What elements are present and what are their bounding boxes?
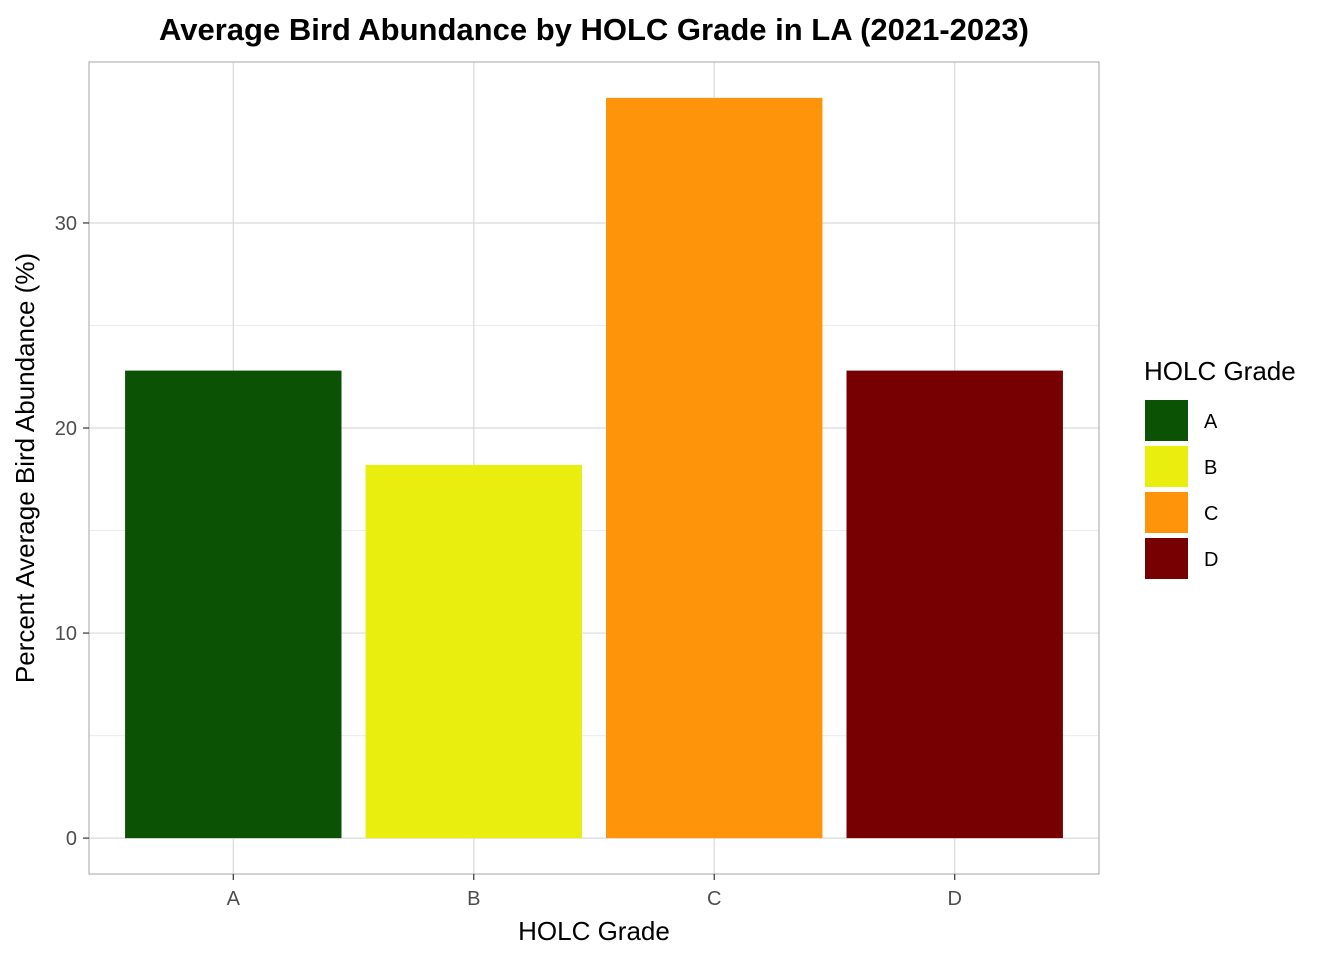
bar-a bbox=[125, 370, 342, 839]
y-tick-label: 0 bbox=[66, 828, 77, 850]
legend-key-a bbox=[1145, 400, 1188, 441]
legend-key-b bbox=[1145, 446, 1188, 487]
legend-key-d bbox=[1145, 538, 1188, 579]
bar-c bbox=[606, 97, 823, 839]
chart-title: Average Bird Abundance by HOLC Grade in … bbox=[159, 12, 1029, 47]
y-axis-ticks: 0 10 20 30 bbox=[55, 213, 89, 850]
legend-label-b: B bbox=[1204, 457, 1217, 479]
legend-key-c bbox=[1145, 492, 1188, 533]
plot-border bbox=[88, 61, 1100, 875]
legend-label-c: C bbox=[1204, 503, 1218, 525]
x-tick-label: C bbox=[707, 888, 721, 910]
y-tick-label: 20 bbox=[55, 418, 77, 440]
x-axis-ticks: A B C D bbox=[227, 874, 962, 910]
x-axis-title: HOLC Grade bbox=[518, 916, 670, 946]
legend-items: A B C D bbox=[1145, 400, 1218, 579]
legend-label-a: A bbox=[1204, 411, 1218, 433]
legend-title: HOLC Grade bbox=[1144, 356, 1296, 386]
x-tick-label: D bbox=[947, 888, 961, 910]
x-tick-label: A bbox=[227, 888, 241, 910]
bar-d bbox=[846, 370, 1063, 839]
y-axis-title: Percent Average Bird Abundance (%) bbox=[10, 253, 40, 683]
y-tick-label: 10 bbox=[55, 623, 77, 645]
legend: HOLC Grade A B C D bbox=[1144, 356, 1296, 579]
y-tick-label: 30 bbox=[55, 213, 77, 235]
bars bbox=[125, 97, 1063, 839]
x-tick-label: B bbox=[467, 888, 480, 910]
bar-b bbox=[365, 464, 582, 839]
legend-label-d: D bbox=[1204, 549, 1218, 571]
